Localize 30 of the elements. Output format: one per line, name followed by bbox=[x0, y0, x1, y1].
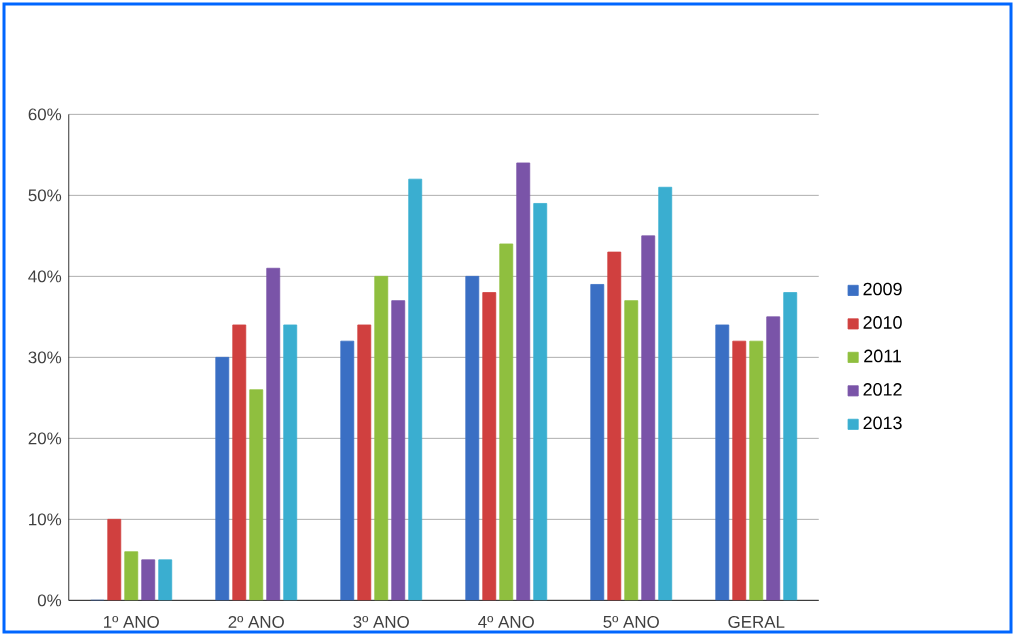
x-tick-label: 4º ANO bbox=[478, 615, 534, 628]
bar bbox=[658, 186, 673, 601]
y-tick-label: 60% bbox=[28, 108, 62, 121]
bar bbox=[499, 243, 514, 601]
legend-label: 2012 bbox=[863, 383, 902, 396]
bar bbox=[624, 300, 639, 601]
legend-label: 2009 bbox=[863, 282, 902, 296]
bar bbox=[249, 389, 264, 601]
x-tick-label: 5º ANO bbox=[603, 615, 659, 628]
y-tick-label: 40% bbox=[28, 270, 62, 283]
bar bbox=[158, 559, 173, 601]
legend-label: 2011 bbox=[864, 349, 901, 363]
x-tick-label: GERAL bbox=[728, 615, 785, 628]
y-tick-label: 30% bbox=[28, 351, 62, 364]
bar bbox=[374, 275, 389, 601]
y-tick-label: 0% bbox=[37, 594, 62, 607]
bar bbox=[749, 340, 764, 601]
y-tick-label: 20% bbox=[28, 432, 62, 445]
bar bbox=[283, 324, 298, 601]
y-tick-label: 50% bbox=[28, 189, 62, 202]
bar bbox=[124, 551, 139, 601]
x-tick-label: 1º ANO bbox=[104, 615, 159, 628]
bar bbox=[533, 203, 548, 601]
x-tick-label: 3º ANO bbox=[353, 615, 409, 628]
bar bbox=[783, 292, 798, 601]
legend-label: 2010 bbox=[863, 316, 902, 329]
y-tick-label: 10% bbox=[29, 513, 62, 526]
x-tick-label: 2º ANO bbox=[228, 615, 284, 628]
bar bbox=[408, 178, 423, 601]
legend-label: 2013 bbox=[863, 416, 902, 430]
